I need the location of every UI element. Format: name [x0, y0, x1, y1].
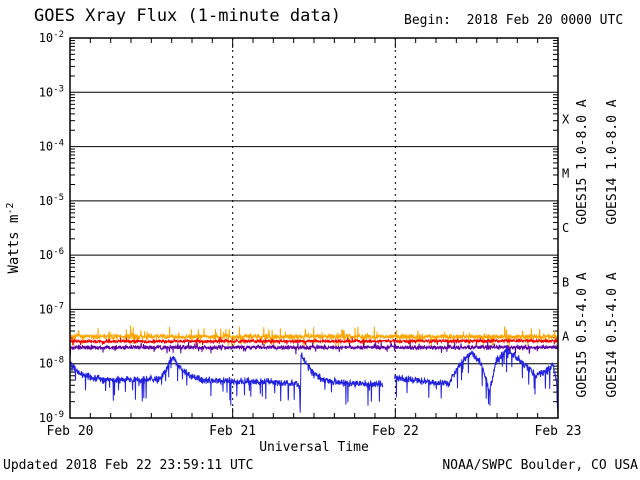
x-tick-label: Feb 21 [209, 424, 256, 439]
plot-frame [69, 37, 559, 419]
x-axis-label: Universal Time [259, 440, 369, 455]
legend-goes14-1-0-8-0-a: GOES14 1.0-8.0 A [605, 99, 620, 224]
y-tick-label: 10-7 [39, 301, 64, 316]
y-tick-label: 10-8 [39, 356, 64, 371]
x-tick-label: Feb 20 [47, 424, 94, 439]
flare-class-label-X: X [562, 112, 570, 126]
series-goes14-0-5-4-0-a [69, 340, 559, 356]
series-goes15-1-0-8-0-a [69, 336, 559, 346]
legend-goes15-0-5-4-0-a: GOES15 0.5-4.0 A [575, 272, 590, 397]
legend-goes14-0-5-4-0-a: GOES14 0.5-4.0 A [605, 272, 620, 397]
source-credit: NOAA/SWPC Boulder, CO USA [442, 458, 638, 473]
y-tick-label: 10-6 [39, 247, 64, 262]
chart-title: GOES Xray Flux (1-minute data) [34, 6, 342, 26]
begin-timestamp: Begin: 2018 Feb 20 0000 UTC [404, 13, 624, 28]
y-tick-label: 10-4 [39, 139, 64, 154]
legend-goes15-1-0-8-0-a: GOES15 1.0-8.0 A [575, 99, 590, 224]
y-tick-label: 10-5 [39, 193, 64, 208]
flare-class-label-C: C [562, 221, 569, 235]
y-tick-label: 10-2 [39, 30, 64, 45]
x-tick-label: Feb 22 [372, 424, 419, 439]
series-goes15-0-5-4-0-a [69, 346, 559, 419]
y-axis-label: Watts m-2 [5, 202, 22, 273]
y-tick-label: 10-9 [39, 410, 64, 425]
flare-class-label-A: A [562, 330, 570, 344]
series-goes14-1-0-8-0-a [69, 325, 559, 348]
x-tick-label: Feb 23 [535, 424, 582, 439]
flare-class-label-B: B [562, 275, 569, 289]
y-tick-label: 10-3 [39, 84, 64, 99]
flare-class-label-M: M [562, 167, 569, 181]
updated-timestamp: Updated 2018 Feb 22 23:59:11 UTC [3, 458, 254, 473]
